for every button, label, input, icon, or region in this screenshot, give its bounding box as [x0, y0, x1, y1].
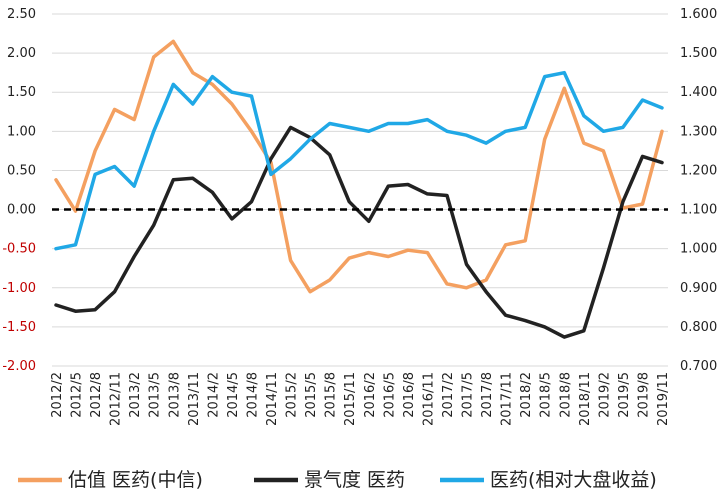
right-tick-label: 0.900 — [680, 281, 717, 296]
x-tick-label: 2018/5 — [539, 372, 554, 418]
left-tick-label: 1.50 — [7, 85, 36, 100]
x-tick-label: 2019/5 — [617, 372, 632, 418]
x-tick-label: 2017/11 — [500, 372, 515, 426]
left-tick-label: 1.00 — [7, 124, 36, 139]
legend-label: 医药(相对大盘收益) — [490, 469, 657, 491]
right-tick-label: 1.200 — [680, 163, 717, 178]
right-tick-label: 1.000 — [680, 242, 717, 257]
right-tick-label: 1.300 — [680, 124, 717, 139]
x-tick-label: 2015/2 — [285, 372, 300, 418]
right-tick-label: 1.400 — [680, 85, 717, 100]
x-tick-label: 2016/2 — [363, 372, 378, 418]
right-tick-label: 1.500 — [680, 46, 717, 61]
x-tick-label: 2017/2 — [441, 372, 456, 418]
left-tick-label: -2.00 — [2, 359, 36, 374]
x-tick-label: 2016/8 — [402, 372, 417, 418]
right-tick-label: 0.700 — [680, 359, 717, 374]
legend-label: 景气度 医药 — [304, 469, 405, 491]
x-tick-label: 2019/2 — [597, 372, 612, 418]
series-line-relative-return — [54, 70, 664, 251]
right-tick-label: 1.100 — [680, 203, 717, 218]
legend-label: 估值 医药(中信) — [68, 469, 203, 491]
left-tick-label: 0.50 — [7, 163, 36, 178]
x-tick-label: 2013/2 — [128, 372, 143, 418]
x-tick-label: 2017/5 — [461, 372, 476, 418]
x-tick-label: 2015/5 — [304, 372, 319, 418]
x-tick-label: 2016/5 — [382, 372, 397, 418]
x-tick-label: 2014/11 — [265, 372, 280, 426]
x-axis-ticks: 2012/2 2012/5 2012/8 2012/11 2013/2 2013/5 201… — [50, 372, 671, 426]
x-tick-label: 2013/5 — [148, 372, 163, 418]
right-tick-label: 0.800 — [680, 320, 717, 335]
x-tick-label: 2014/8 — [245, 372, 260, 418]
x-tick-label: 2012/5 — [70, 372, 85, 418]
series-lines — [54, 39, 664, 339]
x-tick-label: 2015/11 — [343, 372, 358, 426]
x-tick-label: 2015/8 — [324, 372, 339, 418]
x-tick-label: 2016/11 — [421, 372, 436, 426]
x-tick-label: 2012/2 — [50, 372, 65, 418]
x-tick-label: 2018/8 — [558, 372, 573, 418]
left-tick-label: 2.00 — [7, 46, 36, 61]
x-tick-label: 2019/8 — [636, 372, 651, 418]
left-tick-label: -1.50 — [2, 320, 36, 335]
x-tick-label: 2017/8 — [480, 372, 495, 418]
right-axis-ticks: 1.600 1.500 1.400 1.300 1.200 1.100 1.000 0.900… — [680, 7, 717, 374]
left-axis-ticks: 2.50 2.00 1.50 1.00 0.50 0.00 -0.50 -1.00 -1.50 -… — [2, 7, 36, 374]
left-tick-label: -0.50 — [2, 242, 36, 257]
x-tick-label: 2013/8 — [167, 372, 182, 418]
left-tick-label: -1.00 — [2, 281, 36, 296]
right-tick-label: 1.600 — [680, 7, 717, 22]
gridlines — [52, 13, 668, 367]
left-tick-label: 0.00 — [7, 203, 36, 218]
x-tick-label: 2013/11 — [187, 372, 202, 426]
legend: 估值 医药(中信) 景气度 医药 医药(相对大盘收益) — [18, 469, 657, 491]
x-tick-label: 2018/11 — [578, 372, 593, 426]
series-line-valuation — [54, 39, 664, 294]
x-tick-label: 2012/11 — [109, 372, 124, 426]
left-tick-label: 2.50 — [7, 7, 36, 22]
x-tick-label: 2014/5 — [226, 372, 241, 418]
series-line-prosperity — [54, 125, 664, 339]
x-tick-label: 2019/11 — [656, 372, 671, 426]
x-tick-label: 2012/8 — [89, 372, 104, 418]
x-tick-label: 2018/2 — [519, 372, 534, 418]
x-tick-label: 2014/2 — [206, 372, 221, 418]
